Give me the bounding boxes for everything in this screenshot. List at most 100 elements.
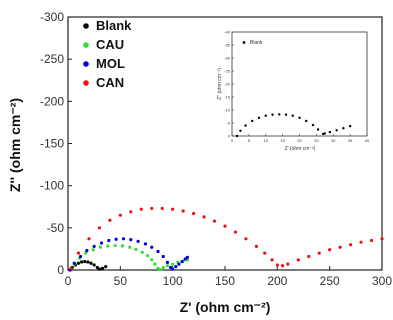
data-point	[78, 254, 83, 259]
legend-item-mol: MOL	[83, 56, 125, 71]
data-point	[108, 218, 112, 222]
inset-data-point	[328, 130, 332, 134]
inset-series-blank	[235, 113, 352, 138]
data-point	[143, 242, 148, 246]
data-point	[165, 264, 170, 268]
inset-x-tick-label: 20	[297, 138, 302, 143]
legend-label: MOL	[96, 56, 125, 71]
inset-axes-ticks: 0 5 10 15 20 25 30 35 40 -40 -35 -30 -25 -20 -15 -10 -5 0	[224, 30, 370, 144]
inset-y-tick-label: -30	[224, 56, 231, 61]
inset-y-tick-label: -20	[224, 82, 231, 87]
inset-data-point	[278, 113, 281, 116]
data-point	[113, 243, 117, 248]
y-tick-label: -250	[40, 52, 64, 66]
inset-y-tick-label: 0	[228, 134, 231, 139]
inset-legend-marker	[242, 41, 246, 44]
data-point	[158, 267, 162, 272]
inset-legend-label: Blank	[250, 40, 263, 46]
inset-data-point	[335, 129, 338, 132]
data-point	[83, 259, 87, 264]
data-point	[92, 263, 96, 267]
data-point	[192, 211, 196, 216]
data-point	[129, 238, 133, 242]
data-point	[150, 245, 154, 249]
data-point	[118, 213, 122, 217]
inset-x-tick-label: 35	[348, 138, 353, 143]
data-point	[174, 265, 178, 269]
y-tick-label: -200	[40, 94, 64, 108]
data-point	[328, 248, 332, 252]
data-point	[80, 260, 84, 264]
inset-data-point	[244, 124, 247, 127]
data-point	[145, 254, 150, 258]
data-point	[286, 262, 290, 266]
data-point	[296, 258, 300, 262]
legend-label: CAU	[96, 37, 124, 52]
inset-x-tick-label: 30	[331, 138, 336, 143]
legend-marker	[83, 23, 89, 29]
inset-data-point	[342, 127, 345, 130]
inset-data-point	[257, 116, 261, 120]
legend-item-can: CAN	[83, 75, 124, 90]
inset-data-point	[251, 119, 254, 123]
legend-marker	[83, 42, 89, 48]
data-point	[87, 237, 91, 241]
data-point	[160, 206, 164, 211]
inset-x-tick-label: 0	[231, 138, 234, 143]
inset-x-tick-label: 40	[365, 138, 370, 143]
data-point	[338, 245, 342, 249]
inset-chart: 0 5 10 15 20 25 30 35 40-40-35-30-25-20-15-10-50…	[217, 30, 370, 153]
data-point	[104, 265, 108, 269]
data-point	[171, 267, 175, 271]
data-point	[150, 206, 154, 211]
data-point	[244, 237, 248, 241]
inset-data-point	[239, 129, 242, 132]
data-point	[161, 265, 165, 270]
x-tick-label: 100	[163, 274, 183, 288]
data-point	[134, 247, 138, 251]
data-point	[153, 262, 157, 266]
data-point	[156, 249, 160, 254]
data-point	[91, 248, 95, 252]
data-point	[270, 258, 274, 262]
main-series-group	[68, 206, 384, 272]
inset-y-axis-title: Z'' (ohm cm⁻²)	[217, 68, 223, 100]
series-mol	[68, 237, 189, 272]
y-tick-label: -100	[40, 179, 64, 193]
data-point	[171, 262, 175, 266]
legend-item-cau: CAU	[83, 37, 124, 52]
main-axes-ticks: 0 50 100 150 200 250 300-300-250-200-150-100-5…	[40, 10, 392, 288]
data-point	[107, 238, 111, 243]
data-point	[349, 243, 353, 247]
data-point	[233, 230, 238, 234]
legend-marker	[83, 80, 89, 86]
data-point	[120, 244, 125, 248]
legend-item-blank: Blank	[83, 18, 132, 33]
inset-data-point	[271, 113, 274, 116]
inset-y-tick-label: -40	[224, 30, 231, 35]
inset-legend-item-blank: Blank	[242, 40, 263, 46]
data-point	[369, 238, 374, 243]
data-point	[275, 263, 279, 267]
inset-data-point	[291, 114, 294, 117]
x-tick-label: 150	[215, 274, 235, 288]
legend-label: Blank	[96, 18, 132, 33]
data-point	[89, 261, 93, 265]
data-point	[212, 219, 217, 223]
data-point	[161, 254, 165, 259]
data-point	[202, 215, 206, 219]
data-point	[317, 251, 321, 255]
data-point	[140, 250, 144, 254]
data-point	[280, 264, 285, 268]
x-tick-label: 200	[267, 274, 287, 288]
data-point	[263, 251, 267, 255]
data-point	[106, 244, 110, 248]
data-point	[380, 237, 384, 241]
inset-x-tick-label: 5	[248, 138, 251, 143]
inset-data-point	[305, 119, 308, 123]
inset-y-tick-label: -35	[224, 43, 231, 48]
data-point	[97, 226, 101, 230]
data-point	[72, 261, 76, 265]
x-tick-label: 250	[320, 274, 340, 288]
